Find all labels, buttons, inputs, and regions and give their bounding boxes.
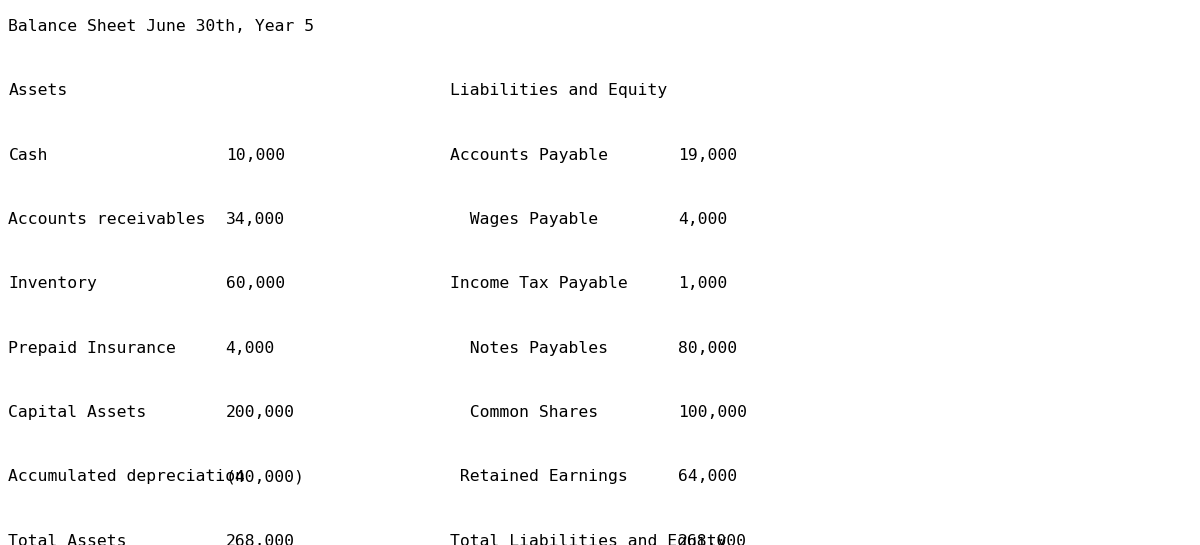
- Text: 60,000: 60,000: [226, 276, 284, 292]
- Text: Accumulated depreciation: Accumulated depreciation: [8, 469, 246, 485]
- Text: Inventory: Inventory: [8, 276, 97, 292]
- Text: 200,000: 200,000: [226, 405, 295, 420]
- Text: 4,000: 4,000: [226, 341, 275, 356]
- Text: Accounts Payable: Accounts Payable: [450, 148, 608, 163]
- Text: Assets: Assets: [8, 83, 67, 99]
- Text: Wages Payable: Wages Payable: [450, 212, 598, 227]
- Text: 19,000: 19,000: [678, 148, 737, 163]
- Text: (40,000): (40,000): [226, 469, 305, 485]
- Text: Liabilities and Equity: Liabilities and Equity: [450, 83, 667, 99]
- Text: 10,000: 10,000: [226, 148, 284, 163]
- Text: 4,000: 4,000: [678, 212, 727, 227]
- Text: Income Tax Payable: Income Tax Payable: [450, 276, 628, 292]
- Text: 268,000: 268,000: [226, 534, 295, 545]
- Text: Notes Payables: Notes Payables: [450, 341, 608, 356]
- Text: Accounts receivables: Accounts receivables: [8, 212, 206, 227]
- Text: Retained Earnings: Retained Earnings: [450, 469, 628, 485]
- Text: 268,000: 268,000: [678, 534, 748, 545]
- Text: Total Assets: Total Assets: [8, 534, 127, 545]
- Text: 80,000: 80,000: [678, 341, 737, 356]
- Text: Total Liabilities and Equity: Total Liabilities and Equity: [450, 534, 726, 545]
- Text: 34,000: 34,000: [226, 212, 284, 227]
- Text: Cash: Cash: [8, 148, 48, 163]
- Text: Common Shares: Common Shares: [450, 405, 598, 420]
- Text: 1,000: 1,000: [678, 276, 727, 292]
- Text: 64,000: 64,000: [678, 469, 737, 485]
- Text: Capital Assets: Capital Assets: [8, 405, 146, 420]
- Text: 100,000: 100,000: [678, 405, 748, 420]
- Text: Prepaid Insurance: Prepaid Insurance: [8, 341, 176, 356]
- Text: Balance Sheet June 30th, Year 5: Balance Sheet June 30th, Year 5: [8, 19, 314, 34]
